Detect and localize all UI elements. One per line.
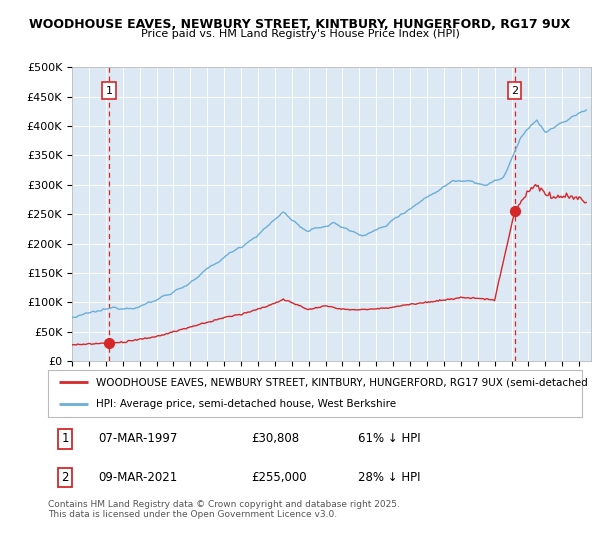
Text: 2: 2 — [61, 471, 69, 484]
Text: Contains HM Land Registry data © Crown copyright and database right 2025.
This d: Contains HM Land Registry data © Crown c… — [48, 500, 400, 519]
Text: 09-MAR-2021: 09-MAR-2021 — [99, 471, 178, 484]
Text: £30,808: £30,808 — [251, 432, 299, 445]
Text: 2: 2 — [511, 86, 518, 96]
Point — [510, 207, 520, 216]
Text: 28% ↓ HPI: 28% ↓ HPI — [358, 471, 420, 484]
Text: HPI: Average price, semi-detached house, West Berkshire: HPI: Average price, semi-detached house,… — [96, 399, 396, 409]
Text: £255,000: £255,000 — [251, 471, 307, 484]
Text: 1: 1 — [106, 86, 112, 96]
Text: WOODHOUSE EAVES, NEWBURY STREET, KINTBURY, HUNGERFORD, RG17 9UX (semi-detached: WOODHOUSE EAVES, NEWBURY STREET, KINTBUR… — [96, 377, 588, 388]
Text: 1: 1 — [61, 432, 69, 445]
Text: 07-MAR-1997: 07-MAR-1997 — [99, 432, 178, 445]
Point — [104, 339, 113, 348]
Text: Price paid vs. HM Land Registry's House Price Index (HPI): Price paid vs. HM Land Registry's House … — [140, 29, 460, 39]
Text: 61% ↓ HPI: 61% ↓ HPI — [358, 432, 421, 445]
Text: WOODHOUSE EAVES, NEWBURY STREET, KINTBURY, HUNGERFORD, RG17 9UX: WOODHOUSE EAVES, NEWBURY STREET, KINTBUR… — [29, 18, 571, 31]
